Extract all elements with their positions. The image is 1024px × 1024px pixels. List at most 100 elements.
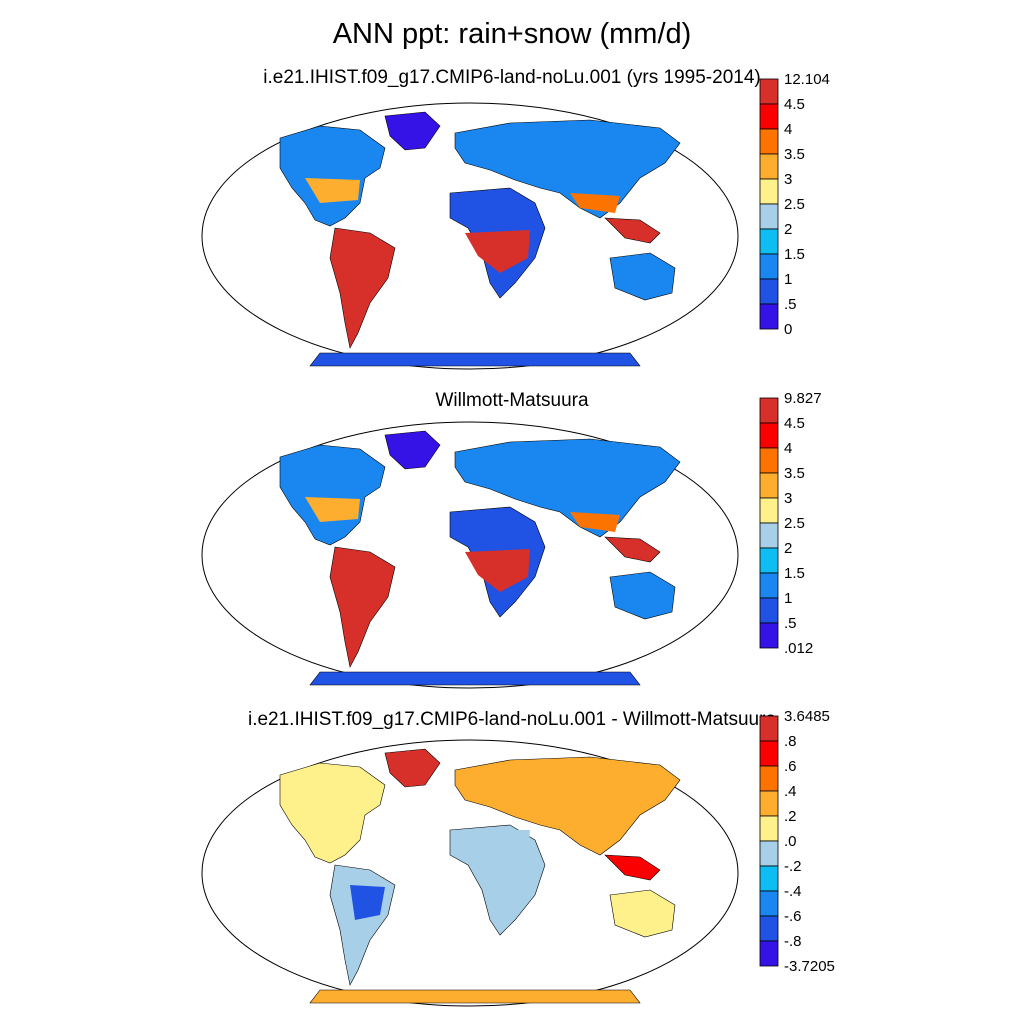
- colorbar-label: 12.104: [784, 71, 830, 88]
- land-seAsia: [604, 217, 661, 244]
- colorbar-swatch: [759, 740, 779, 767]
- colorbar-label: 3: [784, 171, 792, 188]
- colorbar-swatch: [759, 890, 779, 917]
- land-greenland: [384, 748, 441, 788]
- colorbar-swatch: [759, 940, 779, 967]
- land-central-africa: [465, 230, 530, 273]
- colorbar-swatch: [759, 397, 779, 424]
- colorbar-swatch: [759, 203, 779, 230]
- land-southAmerica: [329, 227, 396, 349]
- colorbar-swatch: [759, 447, 779, 474]
- map-panel-obs: [201, 421, 739, 689]
- colorbar-swatch: [759, 547, 779, 574]
- colorbar-swatch: [759, 497, 779, 524]
- colorbar-label: -.4: [784, 883, 802, 900]
- colorbar-diff: 3.6485 .8 .6 .4 .2 .0 -.2 -.4 -.6 -.8 -3.7205: [759, 708, 835, 975]
- colorbar-label: -3.7205: [784, 958, 835, 975]
- colorbar-label: 2.5: [784, 515, 805, 532]
- panel-title-model: i.e21.IHIST.f09_g17.CMIP6-land-noLu.001 …: [263, 67, 761, 88]
- colorbar-swatch: [759, 303, 779, 330]
- colorbar-swatch: [759, 128, 779, 155]
- land-greenland: [384, 111, 441, 151]
- colorbar-label: 3.6485: [784, 708, 830, 725]
- colorbar-swatch: [759, 915, 779, 942]
- colorbar-swatch: [759, 522, 779, 549]
- colorbar-swatch: [759, 765, 779, 792]
- colorbar-swatch: [759, 278, 779, 305]
- colorbar-swatch: [759, 228, 779, 255]
- colorbar-label: .5: [784, 615, 797, 632]
- colorbar-label: .4: [784, 783, 797, 800]
- colorbar-swatch: [759, 840, 779, 867]
- land-south-asia: [570, 512, 620, 532]
- colorbar-swatch: [759, 103, 779, 130]
- colorbar-label: 2: [784, 540, 792, 557]
- colorbar-label: 1: [784, 271, 792, 288]
- land-seAsia: [604, 536, 661, 563]
- colorbar-swatch: [759, 622, 779, 649]
- land-antarctica: [309, 671, 641, 686]
- colorbar-label: 2: [784, 221, 792, 238]
- colorbar-label: .5: [784, 296, 797, 313]
- colorbar-label: 2.5: [784, 196, 805, 213]
- colorbar-label: .2: [784, 808, 797, 825]
- land-antarctica: [309, 352, 641, 367]
- colorbar-label: .6: [784, 758, 797, 775]
- colorbar-label: .8: [784, 733, 797, 750]
- land-southAmerica: [329, 546, 396, 668]
- panel-title-diff: i.e21.IHIST.f09_g17.CMIP6-land-noLu.001 …: [247, 709, 777, 730]
- colorbar-label: 1.5: [784, 246, 805, 263]
- map-panel-model: [201, 102, 739, 370]
- colorbar-swatch: [759, 422, 779, 449]
- colorbar-label: 0: [784, 321, 792, 338]
- colorbar-label: 4: [784, 440, 792, 457]
- colorbar-label: -.2: [784, 858, 802, 875]
- land-australia: [609, 571, 676, 620]
- colorbar-swatch: [759, 597, 779, 624]
- land-eastern-us: [305, 497, 360, 522]
- colorbar-label: -.8: [784, 933, 802, 950]
- land-australia: [609, 252, 676, 301]
- land-eurasia: [454, 119, 681, 219]
- colorbar-label: 3.5: [784, 146, 805, 163]
- colorbar-label: 4.5: [784, 96, 805, 113]
- colorbar-label: 9.827: [784, 390, 822, 407]
- colorbar-swatch: [759, 253, 779, 280]
- colorbar-label: 3.5: [784, 465, 805, 482]
- colorbar-label: 4: [784, 121, 792, 138]
- land-australia: [609, 889, 676, 938]
- land-greenland: [384, 430, 441, 470]
- figure-title: ANN ppt: rain+snow (mm/d): [332, 18, 692, 50]
- land-northAmerica: [279, 762, 386, 864]
- colorbar-label: .012: [784, 640, 813, 657]
- map-panel-diff: [201, 739, 739, 1007]
- colorbar-swatch: [759, 572, 779, 599]
- colorbar-swatch: [759, 78, 779, 105]
- land-sahara-diff: [470, 830, 530, 857]
- land-eurasia: [454, 438, 681, 538]
- land-amazon-diff: [350, 885, 385, 920]
- colorbar-swatch: [759, 815, 779, 842]
- colorbar-label: 4.5: [784, 415, 805, 432]
- land-northAmerica: [279, 444, 386, 546]
- colorbar-swatch: [759, 790, 779, 817]
- land-antarctica: [309, 989, 641, 1004]
- land-south-asia: [570, 193, 620, 213]
- colorbar-swatch: [759, 472, 779, 499]
- panel-title-obs: Willmott-Matsuura: [435, 390, 589, 411]
- colorbar-label: .0: [784, 833, 797, 850]
- colorbar-label: 3: [784, 490, 792, 507]
- colorbar-swatch: [759, 178, 779, 205]
- land-northAmerica: [279, 125, 386, 227]
- land-eastern-us: [305, 178, 360, 203]
- land-seAsia: [604, 854, 661, 881]
- colorbar-label: 1.5: [784, 565, 805, 582]
- colorbar-swatch: [759, 715, 779, 742]
- land-eurasia: [454, 756, 681, 856]
- colorbar-swatch: [759, 865, 779, 892]
- colorbar-label: -.6: [784, 908, 802, 925]
- land-central-africa: [465, 549, 530, 592]
- colorbar-label: 1: [784, 590, 792, 607]
